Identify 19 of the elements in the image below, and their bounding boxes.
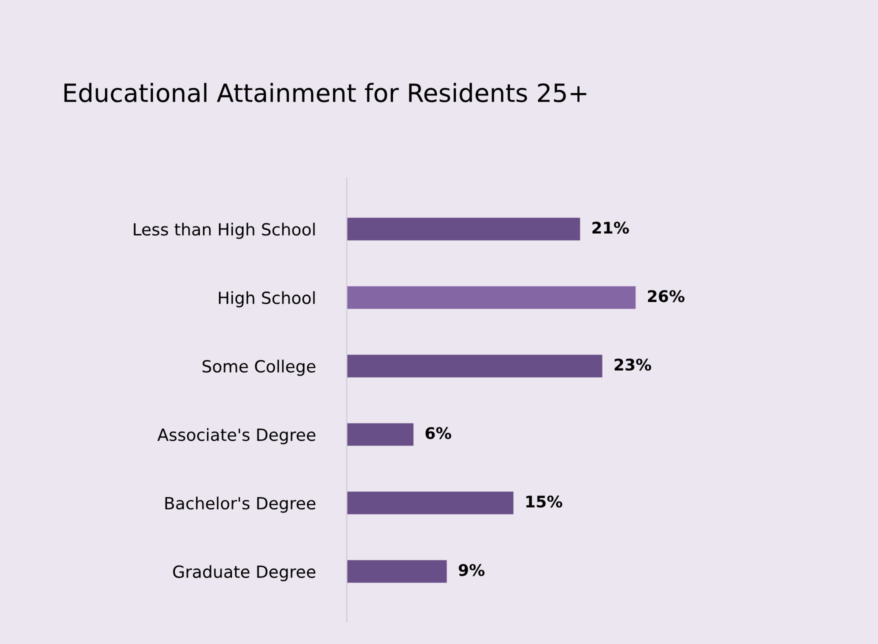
bar — [346, 423, 414, 446]
y-tick-label: Associate's Degree — [157, 428, 316, 444]
bar — [346, 492, 514, 514]
bar — [346, 218, 580, 240]
bar — [346, 560, 447, 583]
data-label: 26% — [648, 290, 684, 302]
y-tick-label: High School — [218, 291, 315, 308]
data-label: 9% — [458, 564, 485, 576]
y-tick-label: Bachelor's Degree — [165, 496, 316, 513]
y-tick-label: Less than High School — [134, 222, 315, 239]
y-tick-label: Graduate Degree — [173, 565, 316, 582]
chart-title: Educational Attainment for Residents 25+ — [64, 82, 586, 102]
data-label: 6% — [426, 427, 452, 440]
data-label: 23% — [614, 358, 652, 371]
data-label: 21% — [592, 222, 629, 234]
data-label: 15% — [526, 496, 562, 508]
bar — [346, 354, 602, 378]
bar — [346, 286, 636, 309]
y-tick-label: Some College — [202, 360, 316, 376]
